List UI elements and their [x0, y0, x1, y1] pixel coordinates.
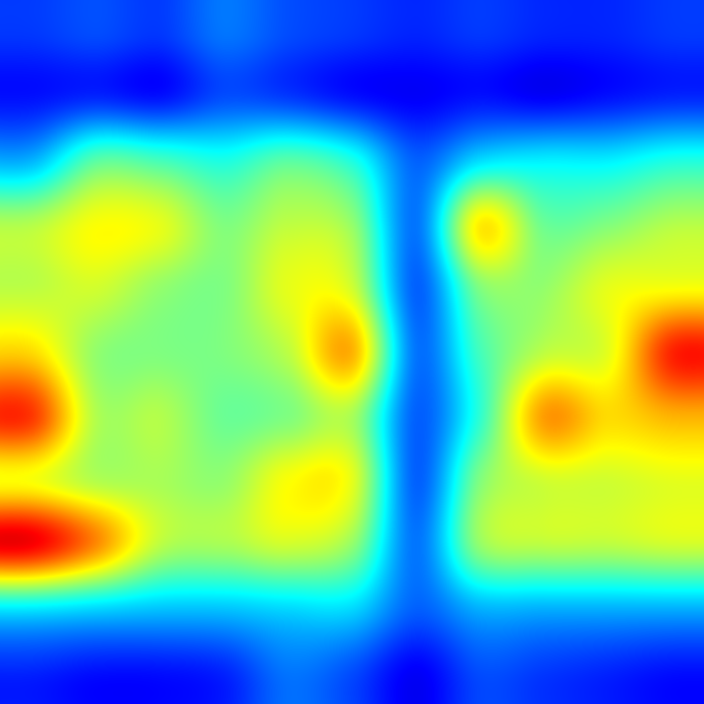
heatmap-canvas — [0, 0, 704, 704]
heatmap-chart — [0, 0, 704, 704]
